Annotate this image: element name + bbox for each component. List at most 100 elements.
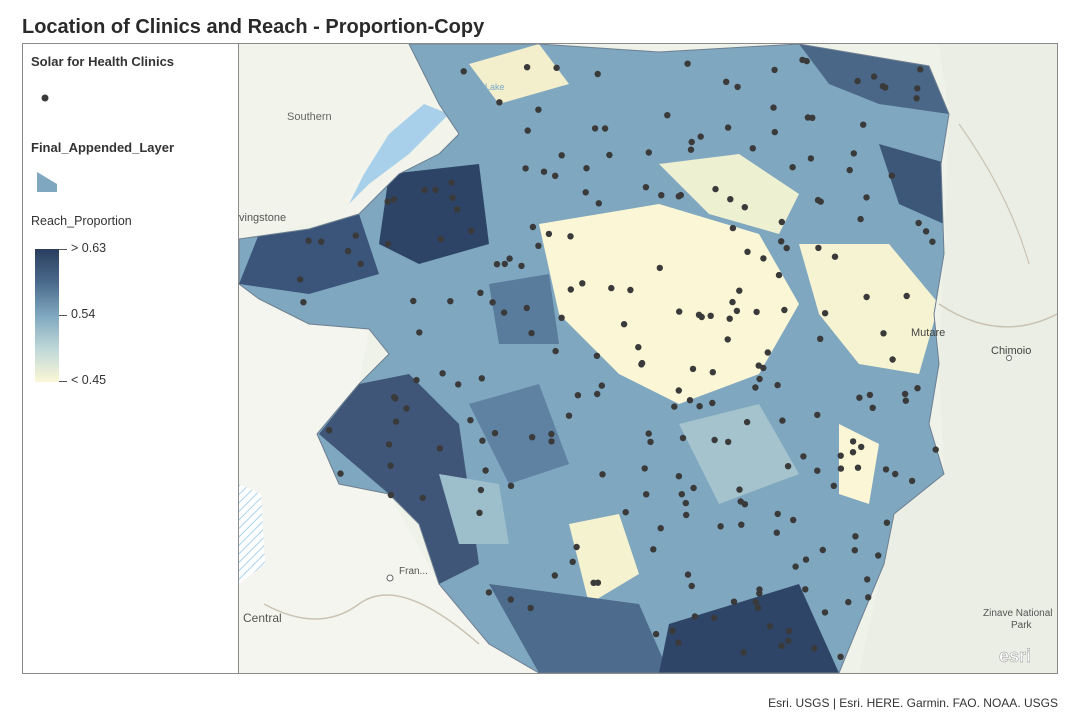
clinic-point[interactable] <box>729 298 736 306</box>
clinic-point[interactable] <box>814 411 821 419</box>
clinic-point[interactable] <box>696 403 703 410</box>
clinic-point[interactable] <box>725 438 732 446</box>
clinic-point[interactable] <box>865 594 872 601</box>
clinic-point[interactable] <box>863 293 870 301</box>
clinic-point[interactable] <box>645 149 652 156</box>
clinic-point[interactable] <box>403 405 410 412</box>
clinic-point[interactable] <box>552 347 559 355</box>
clinic-point[interactable] <box>774 510 781 518</box>
clinic-point[interactable] <box>522 165 529 172</box>
clinic-point[interactable] <box>679 434 687 442</box>
clinic-point[interactable] <box>454 206 461 213</box>
clinic-point[interactable] <box>523 304 530 312</box>
clinic-point[interactable] <box>601 125 609 132</box>
clinic-point[interactable] <box>419 494 426 502</box>
clinic-point[interactable] <box>850 150 857 157</box>
clinic-point[interactable] <box>817 335 824 342</box>
clinic-point[interactable] <box>500 309 508 316</box>
clinic-point[interactable] <box>344 247 352 255</box>
clinic-point[interactable] <box>889 356 896 363</box>
clinic-point[interactable] <box>729 224 737 232</box>
clinic-point[interactable] <box>352 232 359 239</box>
clinic-point[interactable] <box>879 83 887 90</box>
clinic-points-layer[interactable] <box>297 56 939 660</box>
clinic-point[interactable] <box>553 64 560 71</box>
clinic-point[interactable] <box>902 397 909 404</box>
clinic-point[interactable] <box>574 392 582 399</box>
clinic-point[interactable] <box>717 523 724 530</box>
clinic-point[interactable] <box>448 179 455 186</box>
clinic-point[interactable] <box>773 529 780 536</box>
clinic-point[interactable] <box>749 145 756 152</box>
clinic-point[interactable] <box>851 547 858 554</box>
clinic-point[interactable] <box>643 491 650 498</box>
clinic-point[interactable] <box>880 330 887 337</box>
clinic-point[interactable] <box>467 417 474 424</box>
clinic-point[interactable] <box>507 596 514 603</box>
clinic-point[interactable] <box>869 404 876 411</box>
clinic-point[interactable] <box>852 533 859 540</box>
clinic-point[interactable] <box>775 271 783 279</box>
clinic-point[interactable] <box>647 438 654 446</box>
clinic-point[interactable] <box>709 369 716 376</box>
clinic-point[interactable] <box>883 519 891 526</box>
clinic-point[interactable] <box>664 112 671 119</box>
clinic-point[interactable] <box>687 146 695 153</box>
clinic-point[interactable] <box>523 64 531 71</box>
clinic-point[interactable] <box>337 470 344 477</box>
clinic-point[interactable] <box>552 172 559 179</box>
clinic-point[interactable] <box>845 598 852 606</box>
clinic-point[interactable] <box>686 397 694 404</box>
clinic-point[interactable] <box>384 240 392 248</box>
clinic-point[interactable] <box>305 237 312 244</box>
clinic-point[interactable] <box>888 172 895 179</box>
clinic-point[interactable] <box>599 471 606 478</box>
clinic-point[interactable] <box>744 248 751 255</box>
clinic-point[interactable] <box>849 438 857 445</box>
clinic-point[interactable] <box>645 430 652 437</box>
clinic-point[interactable] <box>489 299 496 306</box>
clinic-point[interactable] <box>479 437 486 444</box>
clinic-point[interactable] <box>413 376 420 384</box>
clinic-point[interactable] <box>598 382 605 389</box>
clinic-point[interactable] <box>760 255 767 262</box>
clinic-point[interactable] <box>535 106 542 113</box>
clinic-point[interactable] <box>854 464 862 471</box>
clinic-point[interactable] <box>914 85 921 92</box>
clinic-point[interactable] <box>792 563 799 570</box>
clinic-point[interactable] <box>590 579 597 586</box>
clinic-point[interactable] <box>789 164 796 171</box>
clinic-point[interactable] <box>593 352 601 359</box>
clinic-point[interactable] <box>658 192 665 199</box>
clinic-point[interactable] <box>774 381 781 389</box>
clinic-point[interactable] <box>684 60 691 67</box>
clinic-point[interactable] <box>688 582 695 590</box>
clinic-point[interactable] <box>710 614 718 622</box>
clinic-point[interactable] <box>384 198 391 205</box>
clinic-point[interactable] <box>485 589 493 596</box>
clinic-point[interactable] <box>760 364 767 372</box>
clinic-point[interactable] <box>784 463 792 470</box>
clinic-point[interactable] <box>421 186 428 194</box>
clinic-point[interactable] <box>811 645 818 652</box>
clinic-point[interactable] <box>882 466 890 473</box>
clinic-point[interactable] <box>733 307 741 315</box>
clinic-point[interactable] <box>870 73 878 80</box>
clinic-point[interactable] <box>688 138 695 146</box>
clinic-point[interactable] <box>460 68 467 75</box>
clinic-point[interactable] <box>802 556 810 563</box>
clinic-point[interactable] <box>738 521 745 528</box>
clinic-point[interactable] <box>830 482 837 489</box>
clinic-point[interactable] <box>691 613 699 620</box>
clinic-point[interactable] <box>770 104 777 111</box>
clinic-point[interactable] <box>863 194 870 201</box>
clinic-point[interactable] <box>821 609 829 616</box>
clinic-point[interactable] <box>387 462 394 469</box>
clinic-point[interactable] <box>387 491 395 499</box>
clinic-point[interactable] <box>819 546 826 554</box>
clinic-point[interactable] <box>529 434 536 441</box>
clinic-point[interactable] <box>837 653 844 660</box>
clinic-point[interactable] <box>695 311 703 318</box>
clinic-point[interactable] <box>506 255 513 262</box>
clinic-point[interactable] <box>447 298 454 305</box>
